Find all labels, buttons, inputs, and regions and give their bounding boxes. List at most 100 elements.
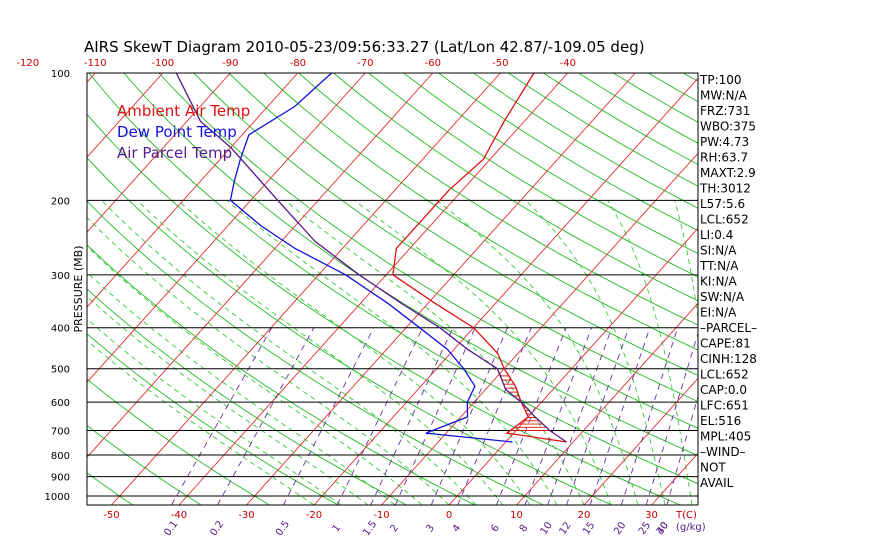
isotherm xyxy=(651,452,698,505)
isotherm xyxy=(111,73,501,505)
stat-line: LFC:651 xyxy=(700,399,749,413)
stat-line: SI:N/A xyxy=(700,244,737,258)
mixing-ratio-line xyxy=(524,327,592,505)
mixing-ratio-unit: (g/kg) xyxy=(676,522,706,533)
bottom-temperature-tick-label: -30 xyxy=(238,510,254,521)
series-line-air-parcel-temp xyxy=(175,73,567,443)
stat-line: NOT xyxy=(700,461,726,475)
dry-adiabat xyxy=(87,200,544,505)
pressure-tick-label: 800 xyxy=(51,451,70,462)
moist-adiabat xyxy=(87,245,423,505)
bottom-temperature-tick-label: -50 xyxy=(103,510,119,521)
mixing-ratio-tick-label: 12 xyxy=(557,520,573,537)
stat-line: –PARCEL– xyxy=(700,321,757,335)
mixing-ratio-lines xyxy=(171,327,698,505)
dry-adiabat xyxy=(298,73,698,326)
pressure-tick-label: 600 xyxy=(51,398,70,409)
stat-line: LCL:652 xyxy=(700,213,749,227)
stat-line: MW:N/A xyxy=(700,89,748,103)
stat-line: EL:516 xyxy=(700,414,741,428)
bottom-temperature-tick-label: -20 xyxy=(306,510,322,521)
mixing-ratio-tick-label: 2 xyxy=(388,523,401,535)
mixing-ratio-tick-label: 40 xyxy=(655,520,671,537)
dry-adiabat xyxy=(0,73,64,505)
moist-adiabat xyxy=(87,318,342,505)
stat-line: PW:4.73 xyxy=(700,135,749,149)
mixing-ratio-line xyxy=(620,327,679,505)
moist-adiabat xyxy=(87,216,450,505)
stat-line: –WIND– xyxy=(700,445,746,459)
dry-adiabat xyxy=(438,73,698,232)
isotherm xyxy=(787,73,870,505)
bottom-temperature-tick-label: 30 xyxy=(645,510,658,521)
legend-entry: Dew Point Temp xyxy=(117,123,237,141)
mixing-ratio-line xyxy=(457,327,532,505)
top-temperature-tick-label: -40 xyxy=(560,58,576,69)
moist-adiabat xyxy=(87,271,396,505)
dry-adiabat xyxy=(87,113,681,505)
isotherm xyxy=(87,73,164,158)
top-temperature-tick-label: -80 xyxy=(290,58,306,69)
moist-adiabat xyxy=(226,199,558,505)
moist-adiabat xyxy=(607,200,693,505)
stat-line: EI:N/A xyxy=(700,306,737,320)
pressure-ticks: 100 200 300 400 500 600 700 800 900 1000 xyxy=(45,69,70,503)
top-temperature-tick-label: -110 xyxy=(84,58,107,69)
series-line-dew-point-temp xyxy=(229,73,513,443)
isotherms xyxy=(87,73,870,505)
legend-entry: Air Parcel Temp xyxy=(117,144,232,162)
mixing-ratio-tick-label: 20 xyxy=(612,520,628,537)
y-axis-label: PRESSURE (MB) xyxy=(72,246,85,333)
dry-adiabat xyxy=(403,73,698,255)
bottom-temperature-tick-label: 0 xyxy=(446,510,452,521)
isotherm xyxy=(246,73,636,505)
legend: Ambient Air Temp Dew Point Temp Air Parcel… xyxy=(117,102,250,162)
dry-adiabat xyxy=(123,73,698,457)
stat-line: TH:3012 xyxy=(699,182,751,196)
mixing-ratio-line xyxy=(430,327,508,505)
stat-line: AVAIL xyxy=(700,476,734,490)
isotherm xyxy=(448,227,698,505)
mixing-ratio-tick-label: 10 xyxy=(539,520,555,537)
mixing-ratio-line xyxy=(589,327,651,505)
isotherm xyxy=(516,302,698,505)
dry-adiabat xyxy=(88,73,698,485)
stat-line: MAXT:2.9 xyxy=(700,166,756,180)
mixing-ratio-tick-label: 1.5 xyxy=(361,519,379,538)
pressure-tick-label: 300 xyxy=(51,271,70,282)
profile-series xyxy=(175,73,567,443)
stat-line: MPL:405 xyxy=(700,430,751,444)
top-temperature-tick-label: -60 xyxy=(425,58,441,69)
stat-line: WBO:375 xyxy=(700,120,756,134)
pressure-tick-label: 200 xyxy=(51,196,70,207)
mixing-ratio-tick-label: 0.1 xyxy=(162,519,180,538)
mixing-ratio-line xyxy=(336,327,424,505)
stat-line: LCL:652 xyxy=(700,368,749,382)
mixing-ratio-line xyxy=(666,395,698,505)
stat-line: FRZ:731 xyxy=(700,104,750,118)
dry-adiabat xyxy=(333,73,698,302)
stat-line: KI:N/A xyxy=(700,275,737,289)
dry-adiabat xyxy=(193,73,698,403)
mixing-ratio-tick-label: 3 xyxy=(424,523,437,535)
plot-frame xyxy=(86,72,699,506)
mixing-ratio-tick-label: 4 xyxy=(451,523,464,535)
isotherm xyxy=(178,73,569,505)
dry-adiabat xyxy=(87,378,270,505)
top-temperature-tick-label: -120 xyxy=(16,58,39,69)
moist-adiabats xyxy=(87,199,698,505)
isotherm xyxy=(87,73,231,233)
bottom-temperature-tick-label: -40 xyxy=(171,510,187,521)
isotherm xyxy=(381,152,698,505)
mixing-ratio-line xyxy=(394,327,476,505)
top-temperature-tick-label: -50 xyxy=(492,58,508,69)
bottom-temperature-tick-label: -10 xyxy=(373,510,389,521)
isotherm xyxy=(854,73,870,505)
mixing-ratio-line xyxy=(217,327,315,505)
stat-line: RH:63.7 xyxy=(700,151,748,165)
moist-adiabat xyxy=(136,199,504,505)
moist-adiabat xyxy=(525,199,666,505)
